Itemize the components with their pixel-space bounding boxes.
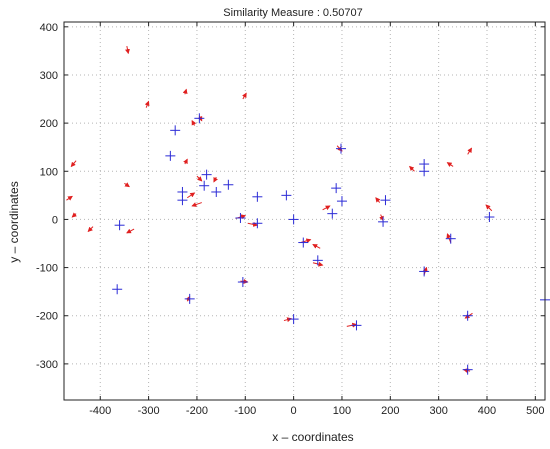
data-point: [199, 180, 210, 191]
y-tick-label: 300: [40, 70, 58, 82]
grid: [64, 22, 545, 400]
x-tick-label: -200: [186, 405, 208, 417]
data-arrow: [409, 165, 415, 172]
x-axis-label: x – coordinates: [272, 430, 353, 444]
x-tick-label: -100: [234, 405, 256, 417]
data-point: [288, 314, 299, 325]
data-arrow: [186, 192, 196, 199]
data-point: [112, 284, 123, 295]
data-arrow: [312, 244, 321, 249]
data-point: [378, 216, 389, 227]
data-arrow: [213, 176, 218, 183]
x-tick-label: 500: [526, 405, 544, 417]
data-arrow: [375, 197, 381, 203]
x-tick-label: 400: [478, 405, 496, 417]
data-point: [335, 143, 346, 154]
data-point: [252, 191, 263, 202]
data-point: [114, 220, 125, 231]
data-point: [177, 195, 188, 206]
ticks-layer: -400 -300 -200 -100 0 100 200 300 400 500 -300 -200…: [36, 22, 545, 417]
x-tick-label: 300: [429, 405, 447, 417]
data-point: [380, 195, 391, 206]
data-arrow: [71, 212, 78, 218]
data-point: [298, 237, 309, 248]
y-tick-label: 0: [52, 214, 58, 226]
data-point: [327, 208, 338, 219]
data-point: [201, 169, 212, 180]
data-arrow: [241, 92, 247, 100]
x-tick-label: 200: [381, 405, 399, 417]
data-point: [351, 320, 362, 331]
data-arrow: [124, 182, 130, 188]
plot-background: [64, 22, 545, 400]
data-arrow: [182, 88, 188, 95]
data-arrow: [196, 175, 203, 182]
data-point: [165, 150, 176, 161]
data-arrow: [66, 195, 73, 201]
data-point: [223, 179, 234, 190]
chart-title: Similarity Measure : 0.50707: [223, 7, 362, 19]
x-tick-label: 100: [333, 405, 351, 417]
y-axis-label: y – coordinates: [7, 181, 21, 262]
data-point: [252, 218, 263, 229]
data-arrow: [126, 228, 135, 234]
crosses-layer: [112, 113, 550, 375]
y-tick-label: -200: [36, 311, 58, 323]
data-point: [419, 266, 430, 277]
y-tick-label: 100: [40, 166, 58, 178]
x-tick-label: -400: [89, 405, 111, 417]
data-point: [484, 212, 495, 223]
data-arrow: [183, 158, 188, 165]
data-arrow: [70, 160, 77, 168]
plot-frame: [63, 21, 546, 401]
data-arrow: [322, 205, 331, 211]
data-arrow: [125, 45, 130, 55]
data-point: [184, 293, 195, 304]
data-point: [419, 166, 430, 177]
data-point: [336, 196, 347, 207]
data-point: [235, 212, 246, 223]
y-tick-label: 400: [40, 22, 58, 34]
data-point: [170, 125, 181, 136]
data-arrow: [247, 221, 259, 227]
y-tick-label: 200: [40, 118, 58, 130]
data-point: [237, 277, 248, 288]
data-arrow: [485, 204, 493, 212]
arrows-layer: [66, 45, 493, 374]
data-point: [281, 190, 292, 201]
data-arrow: [144, 100, 150, 108]
data-point: [331, 183, 342, 194]
data-arrow: [467, 147, 472, 155]
data-arrow: [87, 226, 94, 233]
y-tick-label: -300: [36, 359, 58, 371]
y-tick-label: -100: [36, 263, 58, 275]
data-point: [194, 113, 205, 124]
data-point: [445, 233, 456, 244]
data-arrow: [446, 162, 454, 167]
data-point: [211, 186, 222, 197]
data-point: [288, 214, 299, 225]
data-arrow: [191, 119, 197, 126]
data-point: [462, 364, 473, 375]
data-arrow: [191, 202, 202, 207]
x-tick-label: -300: [138, 405, 160, 417]
x-tick-label: 0: [291, 405, 297, 417]
data-point: [462, 310, 473, 321]
data-point: [312, 255, 323, 266]
